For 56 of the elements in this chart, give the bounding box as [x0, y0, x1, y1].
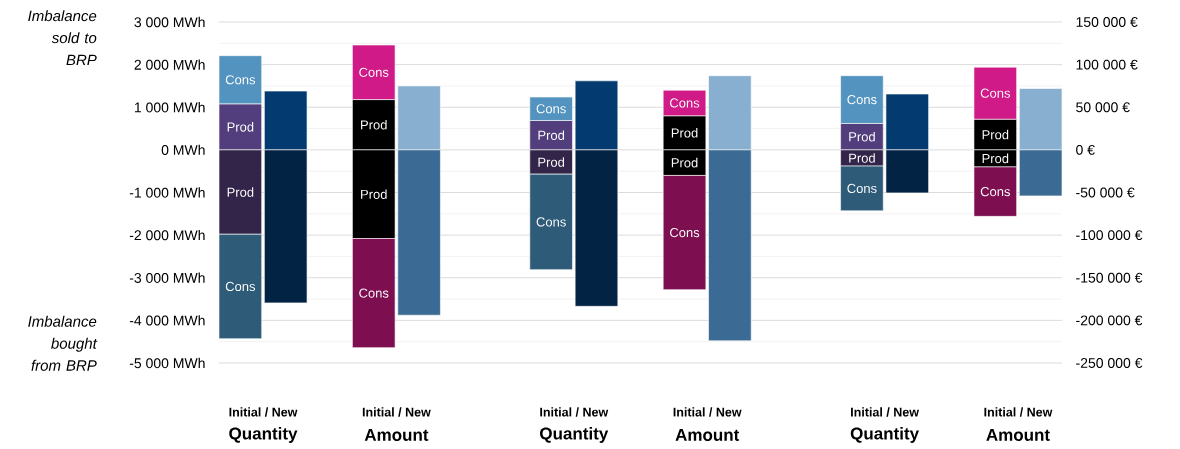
- series-label: Prod: [982, 153, 1009, 164]
- text: Prod: [538, 157, 565, 167]
- y2-tick-label: 150 000 €: [1076, 17, 1138, 27]
- y2-tick-label: 100 000 €: [1076, 59, 1138, 70]
- text: Prod: [361, 189, 387, 199]
- text: Prod: [671, 157, 698, 168]
- text: Cons: [980, 88, 1011, 98]
- text: Cons: [980, 187, 1011, 197]
- text: Initial / New: [851, 407, 919, 417]
- y2-tick-label: -50 000 €: [1076, 187, 1135, 198]
- text: Cons: [536, 217, 566, 227]
- text: Quantity: [540, 427, 609, 443]
- series-label: Cons: [359, 67, 389, 77]
- text: Cons: [225, 75, 256, 85]
- y-tick-label: 1 000 MWh: [134, 102, 205, 113]
- text: Initial / New: [673, 407, 742, 417]
- text: Amount: [986, 429, 1050, 441]
- y-tick-label: 2 000 MWh: [134, 59, 205, 70]
- text: Prod: [361, 119, 387, 130]
- text: Cons: [536, 104, 566, 114]
- text: Quantity: [229, 427, 298, 443]
- y-tick-label: -2 000 MWh: [129, 229, 205, 241]
- y-tick-label: 3 000 MWh: [134, 16, 205, 28]
- y2-tick-label: 0 €: [1076, 144, 1095, 155]
- series-label: Cons: [847, 94, 877, 105]
- text: Prod: [227, 122, 254, 132]
- text: Imbalance bought from BRP: [28, 315, 98, 371]
- text: Initial / New: [540, 407, 609, 417]
- y2-tick-label: -250 000 €: [1076, 358, 1143, 368]
- series-label: Prod: [982, 129, 1009, 140]
- text: Quantity: [850, 427, 919, 443]
- text: Imbalance sold to BRP: [28, 10, 97, 66]
- y-tick-label: -3 000 MWh: [129, 272, 205, 283]
- text: Prod: [227, 187, 254, 197]
- y2-tick-label: -100 000 €: [1076, 230, 1143, 241]
- y-tick-label: -5 000 MWh: [129, 357, 205, 369]
- series-label: Cons: [359, 288, 389, 298]
- text: Initial / New: [984, 407, 1053, 417]
- text: Initial / New: [229, 407, 298, 417]
- text: Prod: [671, 128, 698, 138]
- y-tick-label: 0 MWh: [161, 144, 205, 156]
- series-label: Prod: [849, 131, 875, 142]
- text: Cons: [225, 281, 256, 292]
- text: Amount: [675, 429, 740, 441]
- text: Amount: [364, 429, 429, 441]
- text: Cons: [670, 227, 700, 238]
- y-tick-label: -4 000 MWh: [129, 315, 205, 326]
- text: Initial / New: [362, 407, 431, 417]
- y2-tick-label: -150 000 €: [1076, 272, 1143, 283]
- y-tick-label: -1 000 MWh: [129, 187, 205, 198]
- y2-tick-label: 50 000 €: [1076, 102, 1130, 113]
- series-label: Cons: [847, 183, 877, 194]
- y2-tick-label: -200 000 €: [1076, 315, 1143, 326]
- text: Cons: [670, 98, 700, 108]
- series-label: Prod: [849, 153, 875, 163]
- text: Prod: [538, 130, 565, 140]
